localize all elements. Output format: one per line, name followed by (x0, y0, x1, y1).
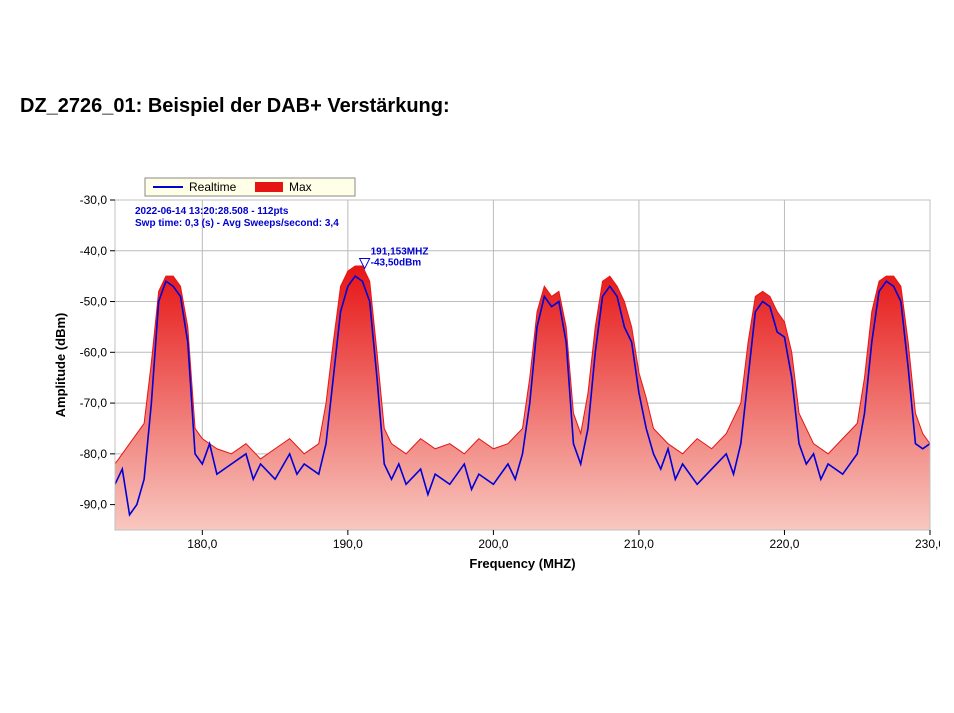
peak-marker: 191,153MHZ-43,50dBm (360, 247, 429, 269)
svg-text:Amplitude (dBm): Amplitude (dBm) (53, 313, 68, 418)
svg-text:-40,0: -40,0 (80, 244, 108, 258)
svg-text:-60,0: -60,0 (80, 345, 108, 359)
chart-info-line: 2022-06-14 13:20:28.508 - 112pts (135, 206, 289, 217)
svg-text:Realtime: Realtime (189, 180, 237, 194)
svg-text:-80,0: -80,0 (80, 447, 108, 461)
svg-text:200,0: 200,0 (478, 537, 508, 551)
spectrum-chart: -30,0 -40,0 -50,0 -60,0 -70,0 -80,0 -90,0 Ampli… (50, 170, 940, 590)
svg-text:-70,0: -70,0 (80, 396, 108, 410)
svg-text:230,0: 230,0 (915, 537, 940, 551)
svg-text:210,0: 210,0 (624, 537, 654, 551)
svg-text:-50,0: -50,0 (80, 295, 108, 309)
svg-text:Frequency (MHZ): Frequency (MHZ) (469, 556, 575, 571)
svg-text:-30,0: -30,0 (80, 193, 108, 207)
chart-svg: -30,0 -40,0 -50,0 -60,0 -70,0 -80,0 -90,0 Ampli… (50, 170, 940, 590)
svg-text:-90,0: -90,0 (80, 498, 108, 512)
svg-text:191,153MHZ: 191,153MHZ (371, 247, 429, 258)
chart-info-line: Swp time: 0,3 (s) - Avg Sweeps/second: 3… (135, 218, 339, 229)
svg-text:180,0: 180,0 (187, 537, 217, 551)
legend: Realtime Max (145, 178, 355, 196)
svg-text:-43,50dBm: -43,50dBm (371, 258, 422, 269)
svg-text:190,0: 190,0 (333, 537, 363, 551)
svg-text:220,0: 220,0 (769, 537, 799, 551)
page-title: DZ_2726_01: Beispiel der DAB+ Verstärkun… (20, 95, 450, 118)
svg-text:Max: Max (289, 180, 312, 194)
